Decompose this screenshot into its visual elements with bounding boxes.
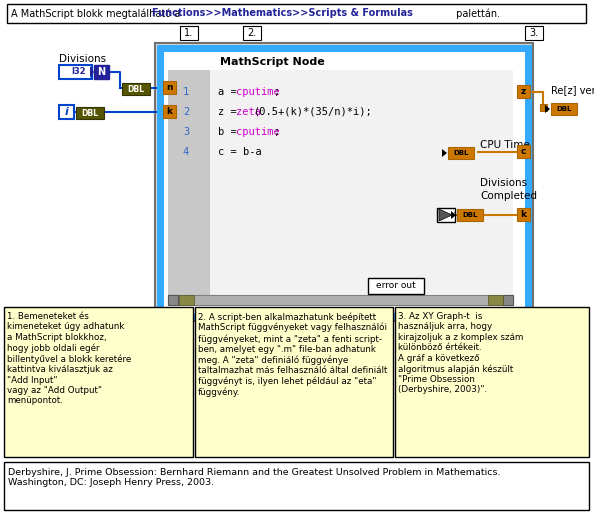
- Text: 2. A script-ben alkalmazhatunk beépített
MathScript függvényeket vagy felhasznál: 2. A script-ben alkalmazhatunk beépített…: [198, 312, 387, 397]
- Text: 1. Bemeneteket és
kimeneteket úgy adhatunk
a MathScript blokkhoz,
hogy jobb olda: 1. Bemeneteket és kimeneteket úgy adhatu…: [7, 312, 131, 405]
- Text: 1.: 1.: [185, 28, 194, 38]
- Bar: [4, 307, 193, 457]
- Bar: [94, 65, 109, 79]
- Bar: [155, 43, 533, 321]
- Polygon shape: [90, 66, 94, 78]
- Bar: [59, 65, 92, 79]
- Bar: [7, 4, 586, 23]
- Text: Divisions: Divisions: [480, 178, 527, 188]
- Bar: [437, 208, 455, 222]
- Text: ;: ;: [274, 87, 280, 97]
- Text: 3. Az XY Graph-t  is
használjuk arra, hogy
kirajzoljuk a z komplex szám
különböz: 3. Az XY Graph-t is használjuk arra, hog…: [398, 312, 523, 394]
- Text: palettán.: palettán.: [453, 8, 500, 19]
- Bar: [163, 105, 176, 118]
- Text: CPU Time: CPU Time: [480, 140, 530, 150]
- Text: 2: 2: [183, 107, 189, 117]
- Text: DBL: DBL: [453, 150, 469, 156]
- Bar: [525, 26, 543, 40]
- Bar: [195, 307, 393, 457]
- Text: MathScript Node: MathScript Node: [220, 57, 325, 67]
- Text: DBL: DBL: [557, 106, 571, 112]
- Polygon shape: [442, 149, 447, 157]
- Text: c = b-a: c = b-a: [218, 147, 262, 157]
- Bar: [517, 85, 530, 98]
- Text: cputime: cputime: [236, 127, 280, 137]
- Text: DBL: DBL: [128, 85, 144, 93]
- Bar: [76, 107, 104, 119]
- Bar: [168, 70, 513, 295]
- Text: Derbyshire, J. Prime Obsession: Bernhard Riemann and the Greatest Unsolved Probl: Derbyshire, J. Prime Obsession: Bernhard…: [8, 468, 501, 487]
- Text: DBL: DBL: [462, 212, 478, 218]
- Text: 3: 3: [183, 127, 189, 137]
- Bar: [4, 462, 589, 510]
- Text: c: c: [521, 147, 526, 156]
- Bar: [180, 26, 198, 40]
- Text: i: i: [65, 107, 68, 117]
- Text: 3.: 3.: [529, 28, 539, 38]
- Bar: [179, 295, 194, 305]
- Text: Re[z] versus Im[z]: Re[z] versus Im[z]: [551, 85, 594, 95]
- Text: z =: z =: [218, 107, 243, 117]
- Text: I32: I32: [71, 68, 86, 76]
- Text: k: k: [520, 210, 526, 219]
- Text: b =: b =: [218, 127, 243, 137]
- Text: n: n: [166, 83, 173, 92]
- Text: 4: 4: [183, 147, 189, 157]
- Bar: [488, 295, 503, 305]
- Bar: [168, 295, 513, 305]
- Bar: [368, 278, 424, 294]
- Text: Divisions: Divisions: [59, 54, 106, 64]
- Text: ;: ;: [274, 127, 280, 137]
- Text: 2.: 2.: [247, 28, 257, 38]
- Text: N: N: [97, 67, 106, 77]
- Bar: [168, 70, 210, 295]
- Polygon shape: [545, 105, 550, 113]
- Text: z: z: [521, 87, 526, 96]
- Bar: [448, 147, 474, 159]
- Bar: [59, 105, 74, 119]
- Bar: [168, 295, 178, 305]
- Text: zeta: zeta: [236, 107, 261, 117]
- Text: (0.5+(k)*(35/n)*i);: (0.5+(k)*(35/n)*i);: [254, 107, 373, 117]
- Bar: [540, 104, 547, 111]
- Bar: [551, 103, 577, 115]
- Polygon shape: [451, 211, 456, 219]
- Bar: [163, 81, 176, 94]
- Text: error out: error out: [376, 282, 416, 290]
- Bar: [517, 145, 530, 158]
- Text: +1: +1: [448, 212, 457, 218]
- Text: Completed: Completed: [480, 191, 537, 201]
- Text: a =: a =: [218, 87, 243, 97]
- Text: Functions>>Mathematics>>Scripts & Formulas: Functions>>Mathematics>>Scripts & Formul…: [152, 9, 413, 18]
- Bar: [243, 26, 261, 40]
- Bar: [395, 307, 589, 457]
- Polygon shape: [439, 209, 452, 221]
- Bar: [160, 48, 528, 316]
- Bar: [517, 208, 530, 221]
- Text: A MathScript blokk megtalálható a: A MathScript blokk megtalálható a: [11, 8, 184, 19]
- Bar: [122, 83, 150, 95]
- Bar: [503, 295, 513, 305]
- Text: cputime: cputime: [236, 87, 280, 97]
- Text: 1: 1: [183, 87, 189, 97]
- Bar: [457, 209, 483, 221]
- Text: k: k: [166, 107, 172, 116]
- Text: DBL: DBL: [81, 109, 99, 117]
